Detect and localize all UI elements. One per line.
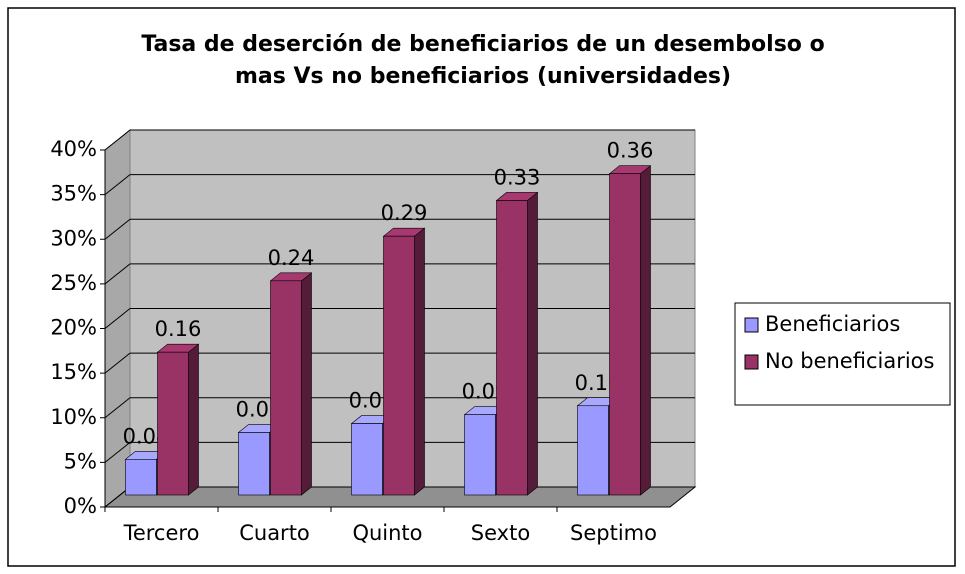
x-tick-label: Sexto — [471, 521, 530, 545]
bar-side — [414, 227, 425, 496]
chart-title: Tasa de deserción de beneficiarios de un… — [141, 32, 824, 57]
grid-line — [104, 352, 131, 374]
bar-front — [577, 405, 609, 496]
bar — [269, 272, 313, 496]
grid-line — [104, 129, 131, 151]
y-tick-label: 0% — [64, 494, 97, 518]
grid-line — [104, 218, 131, 240]
y-tick-label: 20% — [50, 316, 97, 340]
legend-swatch — [744, 317, 759, 333]
bar-front — [496, 200, 528, 496]
bar-front — [464, 414, 496, 496]
x-tick-label: Septimo — [570, 521, 657, 545]
bar-side — [188, 343, 199, 496]
bar — [382, 227, 426, 496]
bar — [156, 343, 200, 496]
y-tick-label: 25% — [50, 271, 97, 295]
chart-title: mas Vs no beneficiarios (universidades) — [235, 64, 731, 89]
data-label: 0.33 — [494, 165, 541, 189]
grid-line — [104, 308, 131, 329]
y-tick-label: 30% — [50, 226, 97, 250]
legend-box — [734, 302, 951, 406]
grid-line — [104, 397, 131, 419]
data-label: 0.24 — [268, 246, 315, 270]
bar-side — [301, 272, 312, 496]
bar — [608, 165, 652, 496]
bar-side — [527, 191, 538, 496]
data-label: 0.29 — [381, 201, 428, 225]
bar-front — [270, 280, 302, 496]
legend-label: No beneficiarios — [765, 349, 934, 373]
bar — [124, 450, 168, 496]
legend-label: Beneficiarios — [765, 312, 900, 336]
y-tick-label: 5% — [64, 449, 97, 473]
bar — [350, 414, 394, 496]
y-tick-label: 15% — [50, 360, 97, 384]
y-tick-label: 10% — [50, 405, 97, 429]
bar-front — [157, 351, 189, 496]
x-tick-label: Cuarto — [239, 521, 310, 545]
data-label: 0.36 — [607, 139, 654, 163]
y-tick-label: 40% — [50, 137, 97, 161]
x-tick-label: Tercero — [123, 521, 200, 545]
bar-front — [609, 173, 641, 496]
bar-front — [351, 423, 383, 496]
y-tick-label: 35% — [50, 182, 97, 206]
legend-swatch — [744, 354, 759, 370]
grid-line — [104, 441, 131, 463]
x-tick-label: Quinto — [352, 521, 422, 545]
grid-line — [104, 263, 131, 285]
bar — [495, 191, 539, 496]
bar-front — [125, 458, 157, 496]
bar-front — [238, 432, 270, 496]
bar-front — [383, 235, 415, 496]
data-label: 0.16 — [155, 317, 202, 341]
grid-line — [104, 174, 131, 196]
bar-side — [640, 165, 651, 496]
